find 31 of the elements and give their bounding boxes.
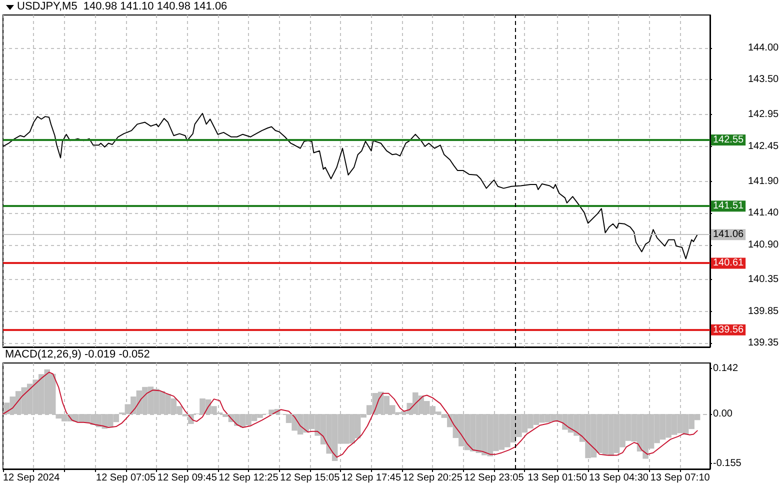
y-tick-label: 140.35 xyxy=(748,274,780,286)
ref-line-label: 140.61 xyxy=(713,258,744,269)
chart-title: USDJPY,M5 140.98 141.10 140.98 141.06 xyxy=(17,0,228,12)
x-tick-label: 12 Sep 17:45 xyxy=(342,472,402,484)
x-tick-label: 13 Sep 07:10 xyxy=(650,472,710,484)
y-tick-label: 141.90 xyxy=(748,176,780,187)
y-tick-label: 140.90 xyxy=(748,239,780,250)
ref-line-label: 141.51 xyxy=(713,200,744,212)
x-tick-label: 12 Sep 20:25 xyxy=(402,472,463,484)
y-tick-label: -0.155 xyxy=(713,458,742,470)
x-tick-label: 12 Sep 07:05 xyxy=(96,472,156,484)
x-tick-label: 13 Sep 04:30 xyxy=(588,472,649,484)
y-tick-label: 143.50 xyxy=(748,74,780,86)
x-tick-label: 12 Sep 12:25 xyxy=(218,472,279,484)
y-tick-label: 142.95 xyxy=(748,109,780,120)
ref-line-label: 142.55 xyxy=(713,134,744,146)
y-tick-label: 0.00 xyxy=(713,408,733,420)
x-tick-label: 13 Sep 01:50 xyxy=(528,472,588,484)
x-tick-label: 12 Sep 15:05 xyxy=(280,472,340,484)
y-tick-label: 144.00 xyxy=(748,42,780,54)
x-tick-label: 12 Sep 2024 xyxy=(3,472,60,484)
chart-title: MACD(12,26,9) -0.019 -0.052 xyxy=(5,348,150,360)
x-tick-label: 12 Sep 09:45 xyxy=(157,472,218,484)
y-tick-label: 0.142 xyxy=(713,363,738,374)
y-tick-label: 139.85 xyxy=(748,306,780,317)
y-tick-label: 142.45 xyxy=(748,140,780,152)
y-tick-label: 139.35 xyxy=(748,338,780,349)
ref-line-label: 139.56 xyxy=(713,324,744,336)
x-tick-label: 12 Sep 23:05 xyxy=(464,472,524,484)
ref-line-label: 141.06 xyxy=(713,229,744,240)
y-tick-label: 141.40 xyxy=(748,208,780,219)
